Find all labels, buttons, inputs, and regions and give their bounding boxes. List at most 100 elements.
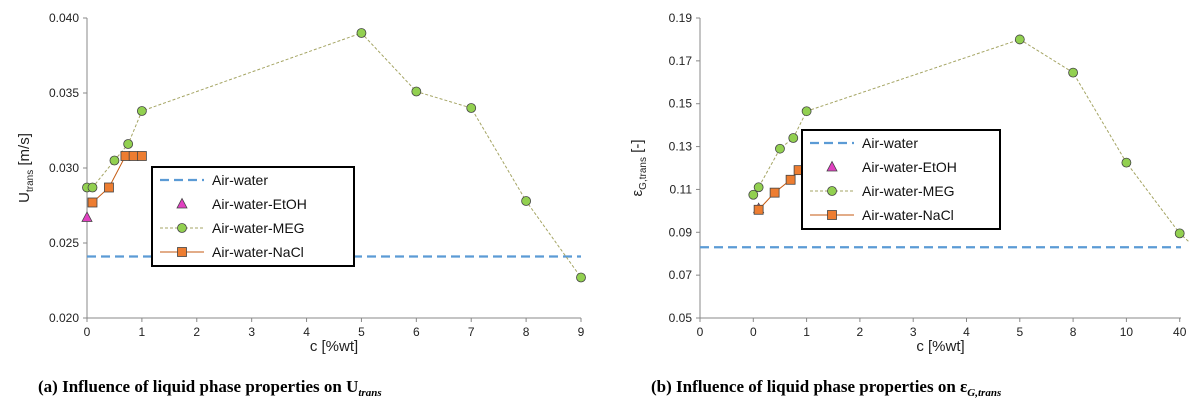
x-tick-label: 0 bbox=[750, 325, 757, 339]
data-point-circle bbox=[87, 182, 98, 193]
x-tick-label: 8 bbox=[523, 325, 530, 339]
data-point-circle bbox=[466, 103, 477, 113]
legend-label: Air-water bbox=[212, 172, 268, 188]
data-point-square bbox=[753, 204, 764, 215]
y-tick-label: 0.19 bbox=[669, 11, 693, 25]
y-tick-label: 0.07 bbox=[669, 268, 693, 282]
y-axis-label-unit: [m/s] bbox=[16, 133, 33, 170]
data-point-circle bbox=[788, 133, 799, 143]
x-tick-label: 10 bbox=[1120, 325, 1134, 339]
caption-subscript: trans bbox=[358, 387, 381, 399]
x-tick-label: 7 bbox=[468, 325, 475, 339]
series-air-water-meg bbox=[748, 34, 1189, 243]
x-tick-label: 2 bbox=[857, 325, 864, 339]
legend-swatch-circle bbox=[177, 223, 187, 233]
y-tick-label: 0.030 bbox=[49, 161, 79, 175]
data-point-square bbox=[87, 197, 98, 208]
data-point-circle bbox=[801, 106, 812, 117]
series-line bbox=[758, 169, 807, 211]
series-air-water-nacl bbox=[87, 151, 147, 208]
y-tick-label: 0.09 bbox=[669, 225, 693, 239]
data-point-square bbox=[769, 187, 780, 198]
x-tick-label: 1 bbox=[803, 325, 810, 339]
x-tick-label: 4 bbox=[963, 325, 970, 339]
data-point-circle bbox=[576, 272, 586, 283]
series-line bbox=[87, 32, 582, 278]
x-tick-label: 2 bbox=[193, 325, 200, 339]
data-point-circle bbox=[109, 155, 120, 166]
figure-caption: (b) Influence of liquid phase properties… bbox=[651, 377, 1001, 399]
series-air-water-etoh bbox=[81, 211, 93, 222]
legend-swatch-triangle bbox=[176, 197, 188, 209]
y-axis-label: εG,trans [-] bbox=[629, 140, 649, 197]
y-axis-label-unit: [-] bbox=[629, 140, 646, 158]
legend-label: Air-water bbox=[862, 135, 918, 151]
data-point-circle bbox=[411, 86, 422, 97]
data-point-circle bbox=[775, 143, 785, 154]
y-tick-label: 0.020 bbox=[49, 311, 79, 325]
x-tick-label: 6 bbox=[413, 325, 420, 339]
data-point-circle bbox=[753, 182, 764, 193]
data-point-square bbox=[136, 151, 147, 161]
data-point-square bbox=[120, 151, 131, 161]
data-point-circle bbox=[356, 28, 367, 38]
legend-label: Air-water-EtOH bbox=[212, 196, 307, 212]
legend: Air-water Air-water-EtOH Air-water-MEG Air-… bbox=[151, 166, 355, 267]
data-point-circle bbox=[1014, 34, 1025, 45]
y-axis-label: Utrans [m/s] bbox=[16, 133, 36, 203]
data-point-square bbox=[785, 174, 796, 185]
x-tick-label: 40 bbox=[1173, 325, 1187, 339]
data-point-circle bbox=[748, 189, 759, 200]
x-tick-label: 4 bbox=[303, 325, 310, 339]
caption-subscript: G,trans bbox=[967, 387, 1001, 399]
data-point-square bbox=[128, 151, 139, 161]
x-tick-label: 9 bbox=[578, 325, 585, 339]
legend-swatch-triangle bbox=[826, 160, 838, 172]
x-tick-label: 5 bbox=[1016, 325, 1023, 339]
y-tick-label: 0.025 bbox=[49, 236, 79, 250]
y-tick-label: 0.040 bbox=[49, 11, 79, 25]
y-axis-label-subscript: G,trans bbox=[638, 157, 649, 190]
legend-swatch-square bbox=[827, 210, 837, 220]
y-axis-label-main: ε bbox=[629, 189, 646, 196]
data-point-circle bbox=[1174, 228, 1185, 239]
y-tick-label: 0.13 bbox=[669, 140, 693, 154]
y-axis-label-subscript: trans bbox=[25, 170, 36, 192]
legend-label: Air-water-EtOH bbox=[862, 159, 957, 175]
series-line bbox=[752, 38, 1189, 243]
data-point-circle bbox=[123, 139, 134, 149]
x-tick-label: 3 bbox=[910, 325, 917, 339]
figure-caption: (a) Influence of liquid phase properties… bbox=[38, 377, 382, 399]
legend-label: Air-water-NaCl bbox=[862, 207, 954, 223]
y-tick-label: 0.11 bbox=[670, 182, 693, 196]
x-axis-label: c [%wt] bbox=[310, 338, 358, 355]
chart-panel-a: 0.020 0.025 0.030 0.035 0.040 0 1 2 3 4 5 6 7 8 9 c [%w… bbox=[16, 11, 586, 399]
legend-label: Air-water-MEG bbox=[862, 183, 955, 199]
y-axis-label-main: U bbox=[16, 192, 33, 203]
data-point-circle bbox=[136, 106, 147, 116]
data-point-circle bbox=[521, 196, 532, 206]
data-point-triangle bbox=[81, 211, 93, 222]
legend: Air-water Air-water-EtOH Air-water-MEG Air-… bbox=[801, 129, 1001, 230]
data-point-circle bbox=[1121, 157, 1132, 168]
chart-panel-b: 0.05 0.07 0.09 0.11 0.13 0.15 0.17 0.19 0 0 1 2 3 4 5 8… bbox=[629, 11, 1189, 399]
caption-main: (a) Influence of liquid phase properties… bbox=[38, 377, 358, 396]
data-point-circle bbox=[1068, 67, 1078, 78]
data-point-square bbox=[104, 182, 114, 193]
y-tick-label: 0.035 bbox=[49, 86, 79, 100]
series-air-water-meg bbox=[82, 28, 586, 283]
legend-label: Air-water-MEG bbox=[212, 220, 305, 236]
x-tick-label: 0 bbox=[697, 325, 704, 339]
x-axis-label: c [%wt] bbox=[916, 338, 964, 355]
legend-swatch-square bbox=[177, 247, 187, 257]
legend-swatch-circle bbox=[827, 186, 837, 196]
x-tick-label: 5 bbox=[358, 325, 365, 339]
x-tick-label: 8 bbox=[1070, 325, 1077, 339]
x-tick-label: 3 bbox=[248, 325, 255, 339]
y-tick-label: 0.05 bbox=[669, 311, 693, 325]
y-tick-label: 0.15 bbox=[669, 97, 693, 111]
caption-main: (b) Influence of liquid phase properties… bbox=[651, 377, 967, 396]
y-tick-label: 0.17 bbox=[669, 54, 693, 68]
x-tick-label: 0 bbox=[84, 325, 91, 339]
